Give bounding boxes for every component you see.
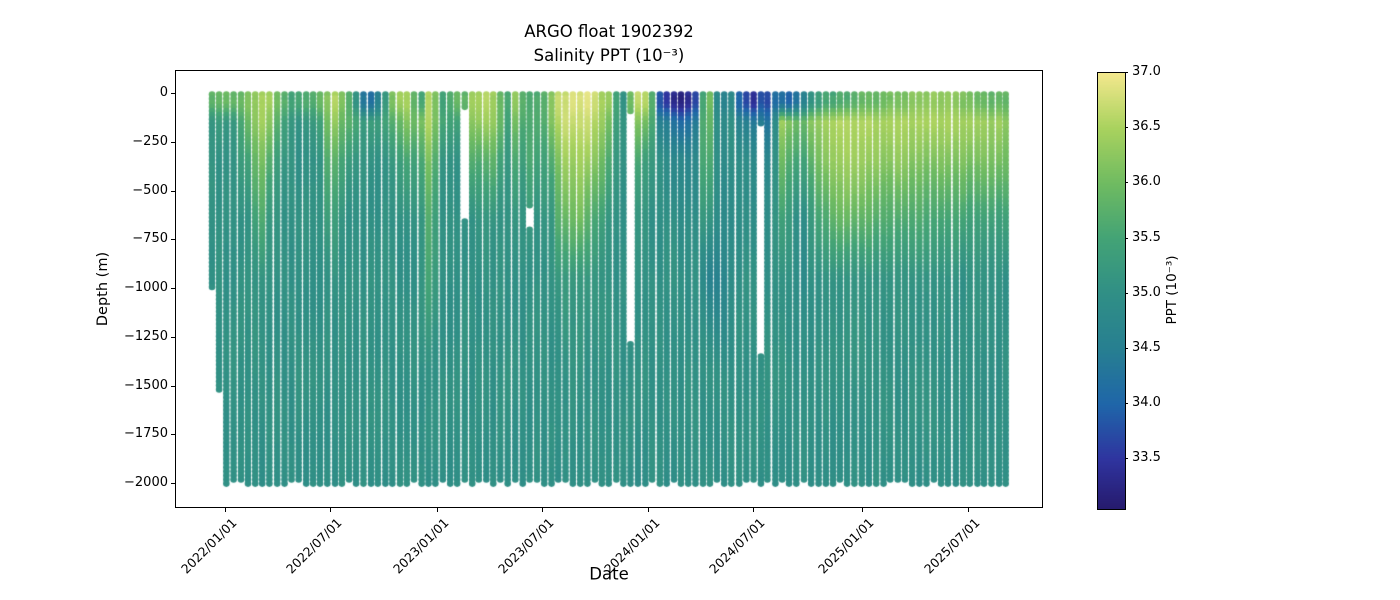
colorbar-tick-mark: [1124, 127, 1128, 129]
colorbar-tick-label: 34.0: [1132, 395, 1161, 411]
colorbar-tick-label: 36.5: [1132, 119, 1161, 135]
y-tick-label: 0: [159, 85, 168, 100]
y-tick-mark: [171, 239, 175, 241]
x-tick-mark: [753, 508, 754, 512]
colorbar-tick-mark: [1124, 403, 1128, 405]
x-tick-mark: [225, 508, 226, 512]
y-tick-mark: [171, 336, 175, 338]
y-tick-label: −1000: [124, 280, 168, 295]
colorbar-tick-label: 36.0: [1132, 174, 1161, 190]
y-tick-mark: [171, 434, 175, 436]
colorbar-label: PPT (10⁻³): [1164, 255, 1180, 325]
y-tick-mark: [171, 93, 175, 94]
y-tick-label: −750: [132, 231, 168, 247]
y-tick-label: −250: [132, 133, 168, 149]
colorbar-tick-mark: [1124, 72, 1128, 73]
x-tick-mark: [862, 508, 863, 512]
x-tick-label: 2025/07/01: [921, 515, 983, 577]
y-tick-mark: [171, 385, 175, 387]
y-tick-label: −1750: [124, 426, 168, 442]
colorbar-tick-label: 37.0: [1132, 64, 1161, 79]
x-tick-label: 2022/07/01: [283, 515, 345, 577]
y-tick-mark: [171, 288, 175, 289]
colorbar-tick-label: 33.5: [1132, 450, 1161, 466]
x-tick-mark: [437, 508, 438, 512]
colorbar-tick-mark: [1124, 458, 1128, 460]
title-block: ARGO float 1902392 Salinity PPT (10⁻³): [175, 20, 1043, 68]
x-axis-label: Date: [589, 564, 629, 584]
y-tick-label: −1500: [124, 377, 168, 393]
x-tick-label: 2025/01/01: [815, 515, 877, 577]
colorbar-tick-label: 35.5: [1132, 229, 1161, 245]
colorbar-tick-label: 35.0: [1132, 284, 1161, 300]
x-tick-label: 2022/01/01: [178, 515, 240, 577]
colorbar-gradient: [1098, 73, 1125, 509]
colorbar-tick-mark: [1124, 182, 1128, 184]
x-tick-mark: [542, 508, 543, 512]
x-tick-label: 2023/07/01: [495, 515, 557, 577]
x-tick-label: 2024/07/01: [706, 515, 768, 577]
chart-title: ARGO float 1902392: [524, 22, 694, 41]
y-axis-label: Depth (m): [95, 251, 111, 327]
colorbar-tick-mark: [1124, 292, 1128, 294]
x-tick-label: 2023/01/01: [390, 515, 452, 577]
colorbar-tick-mark: [1124, 237, 1128, 239]
y-tick-label: −1250: [124, 328, 168, 344]
y-tick-label: −2000: [124, 475, 168, 490]
y-tick-mark: [171, 483, 175, 484]
x-tick-mark: [968, 508, 969, 512]
y-tick-label: −500: [132, 182, 168, 198]
colorbar-tick-mark: [1124, 347, 1128, 349]
x-tick-mark: [648, 508, 649, 512]
plot-area: [175, 70, 1043, 508]
scatter-canvas: [176, 71, 1042, 507]
x-tick-mark: [330, 508, 331, 512]
chart-subtitle: Salinity PPT (10⁻³): [533, 46, 685, 65]
y-tick-mark: [171, 141, 175, 143]
colorbar-tick-label: 34.5: [1132, 339, 1161, 355]
colorbar: [1097, 72, 1126, 510]
y-tick-mark: [171, 190, 175, 192]
